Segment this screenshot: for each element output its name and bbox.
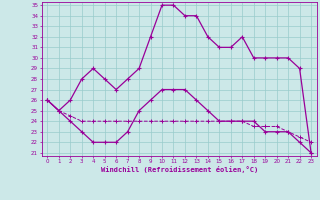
- X-axis label: Windchill (Refroidissement éolien,°C): Windchill (Refroidissement éolien,°C): [100, 166, 258, 173]
